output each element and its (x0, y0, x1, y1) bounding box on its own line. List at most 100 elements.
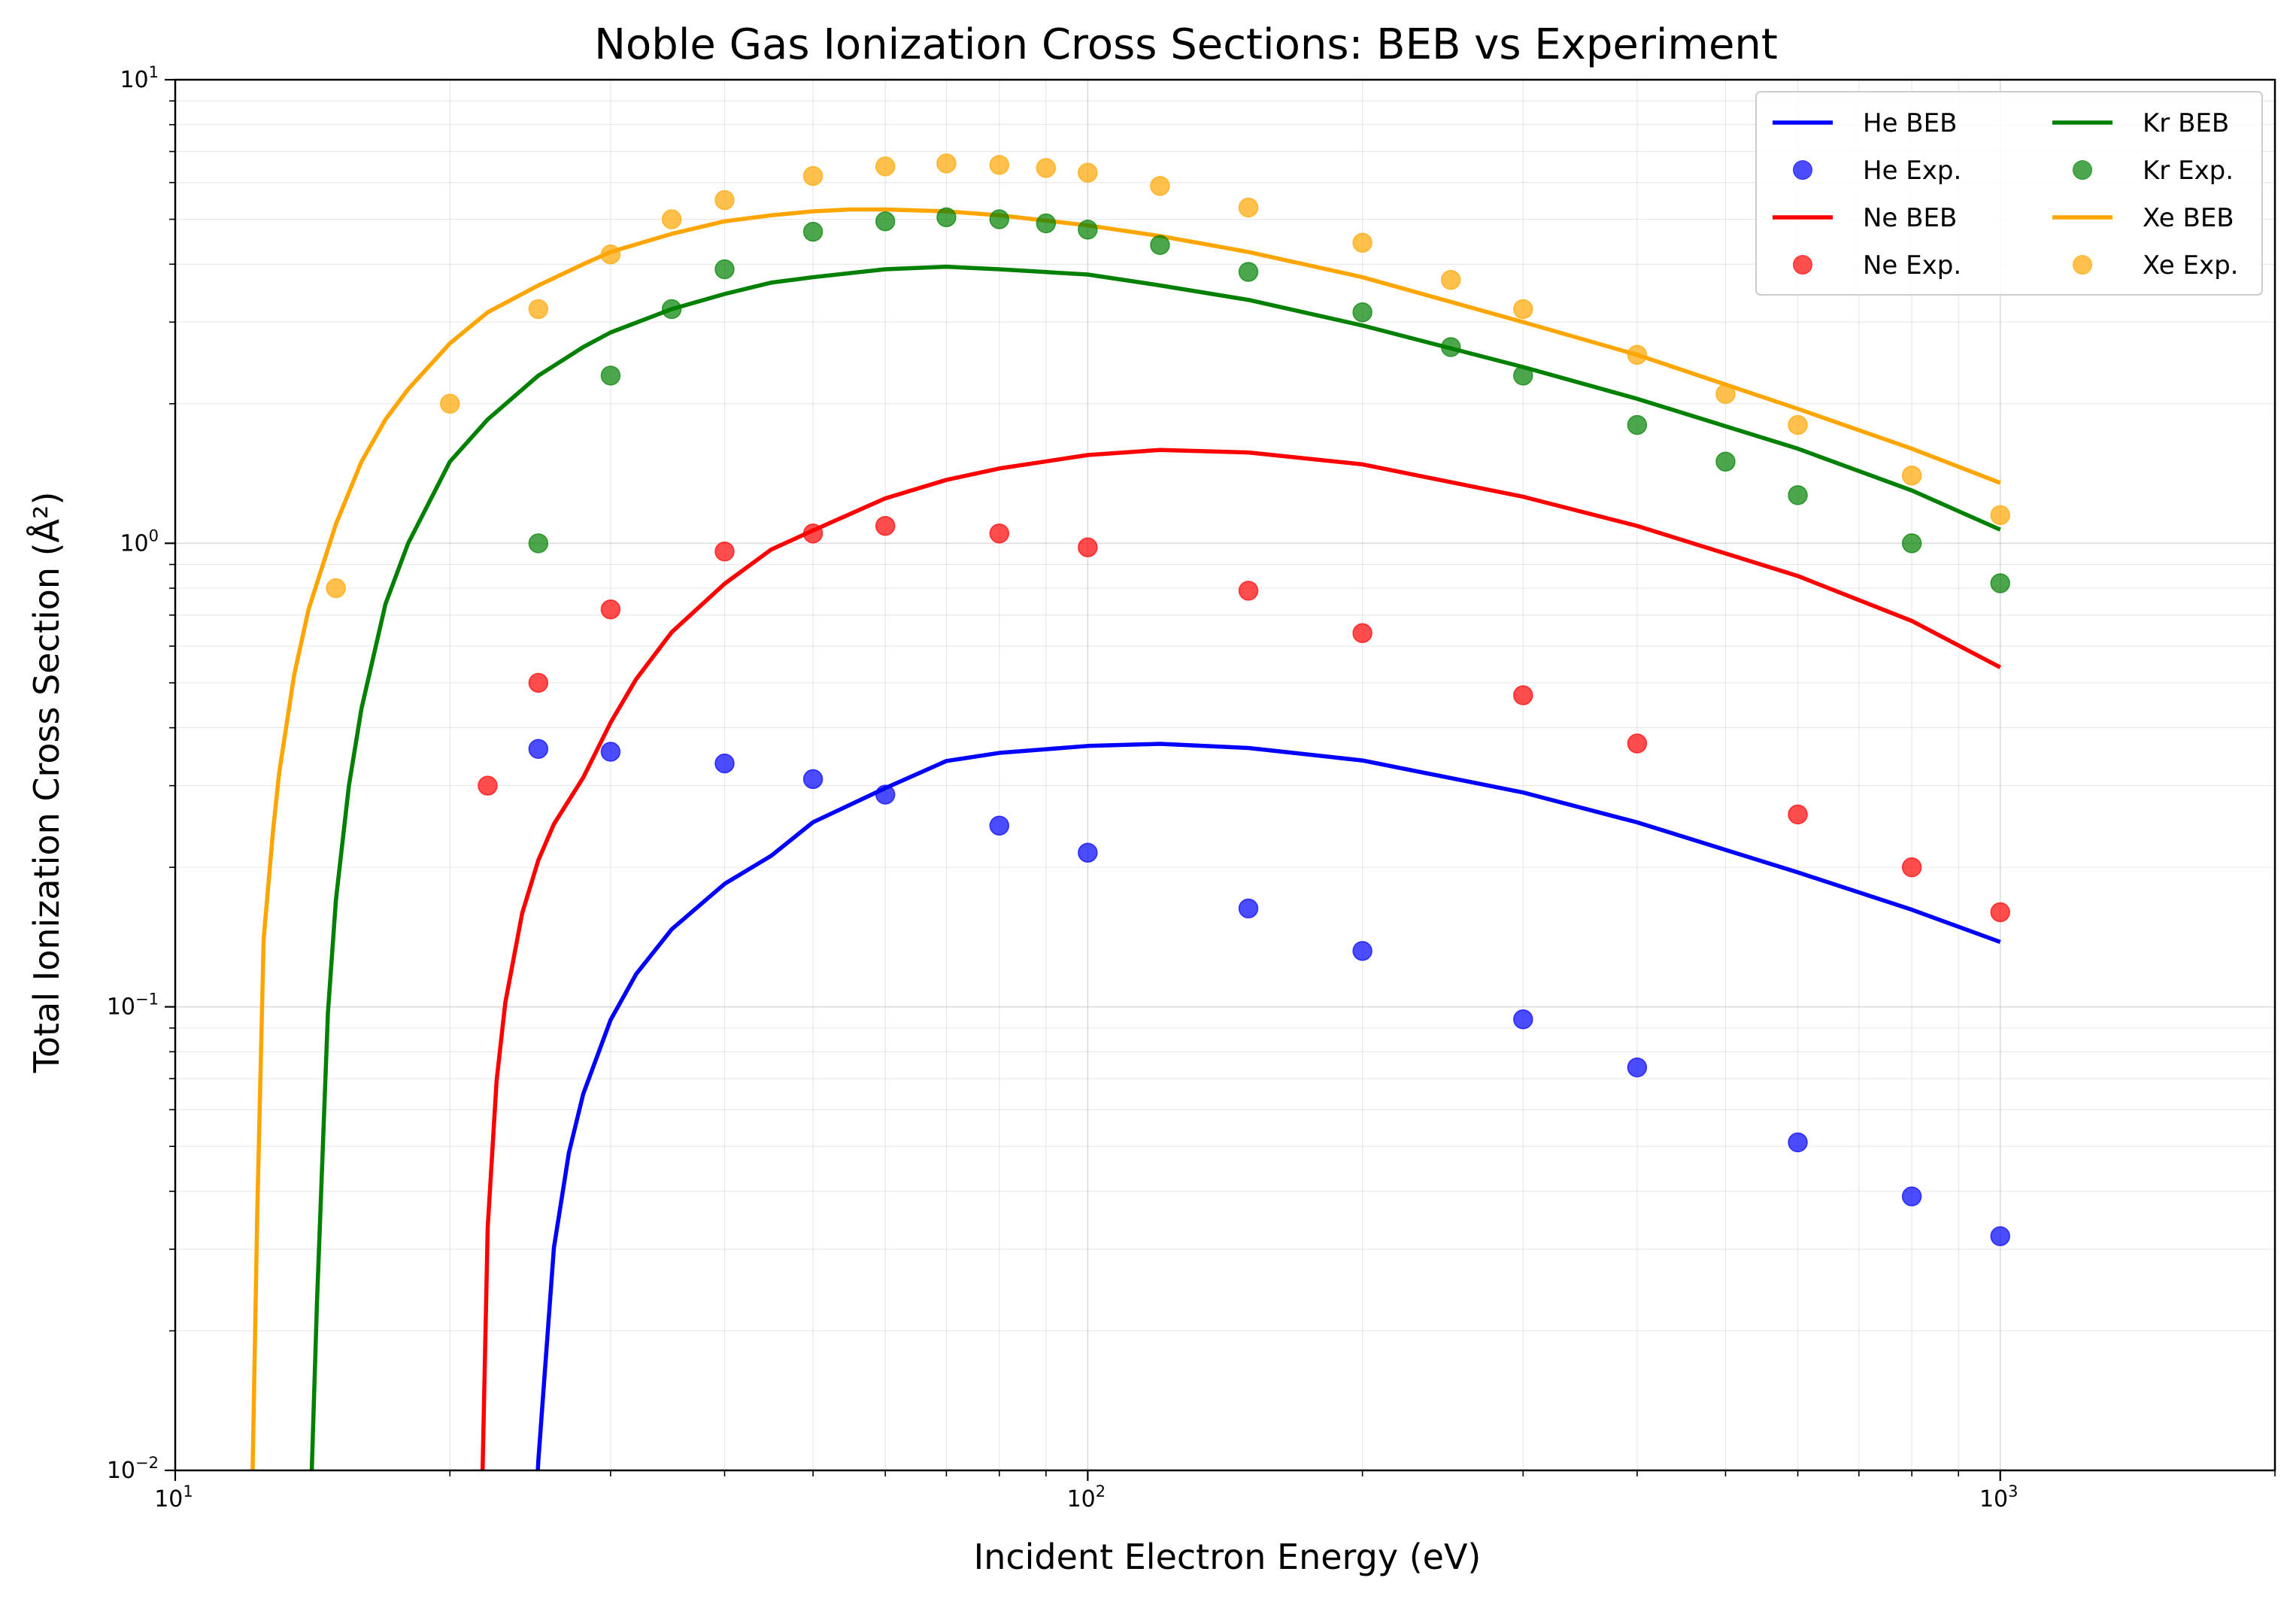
data-point-he-exp- (875, 784, 896, 805)
data-point-xe-exp- (600, 244, 621, 265)
legend-marker-xe-exp- (2073, 255, 2092, 275)
data-point-he-exp- (1627, 1057, 1648, 1078)
legend-box (1755, 91, 2263, 296)
legend: He BEB He Exp. Ne BEB Ne Exp. Kr BEB Kr Exp. X… (1755, 91, 2263, 296)
data-point-kr-exp- (1150, 235, 1170, 256)
data-point-ne-exp- (1627, 733, 1648, 754)
y-axis-title: Total Ionization Cross Section (Å²) (26, 492, 67, 1074)
data-point-xe-exp- (1990, 505, 2010, 526)
data-point-ne-exp- (875, 516, 896, 536)
data-point-xe-exp- (528, 299, 549, 320)
legend-label-he-exp-: He Exp. (1863, 156, 1961, 186)
legend-marker-kr-exp- (2073, 160, 2092, 180)
data-point-xe-exp- (936, 153, 957, 174)
data-point-kr-exp- (1788, 485, 1808, 505)
legend-label-ne-beb: Ne BEB (1863, 203, 1957, 233)
series-line-ne-beb (480, 448, 2002, 1470)
data-point-ne-exp- (1513, 685, 1533, 705)
data-point-xe-exp- (1238, 197, 1259, 218)
data-point-ne-exp- (1352, 623, 1372, 644)
data-point-he-exp- (1788, 1132, 1808, 1153)
data-point-he-exp- (1901, 1186, 1922, 1206)
plot-background (175, 80, 2275, 1470)
data-point-ne-exp- (1990, 902, 2010, 923)
data-point-xe-exp- (1036, 158, 1057, 178)
data-point-ne-exp- (1901, 857, 1922, 878)
plot-area (174, 78, 2276, 1472)
data-point-ne-exp- (714, 542, 735, 562)
grid-lines (174, 79, 2276, 1471)
legend-label-kr-exp-: Kr Exp. (2143, 156, 2234, 186)
y-tick-label: 101 (120, 63, 159, 93)
x-axis-title: Incident Electron Energy (eV) (974, 1537, 1482, 1577)
x-tick-label: 102 (1067, 1482, 1106, 1512)
y-tick-label: 10−1 (107, 991, 159, 1021)
data-point-kr-exp- (1715, 451, 1736, 472)
series-line-kr-beb (309, 264, 2001, 1470)
y-axis: 10−2 10−1 100 101 (107, 63, 175, 1484)
legend-label-xe-exp-: Xe Exp. (2143, 250, 2238, 281)
data-point-he-exp- (1352, 941, 1372, 961)
data-point-xe-exp- (1627, 344, 1648, 366)
data-point-kr-exp- (1036, 213, 1057, 234)
legend-label-he-beb: He BEB (1863, 108, 1957, 138)
data-point-xe-exp- (661, 209, 682, 229)
data-point-ne-exp- (1788, 804, 1808, 825)
data-point-kr-exp- (875, 211, 896, 232)
data-point-kr-exp- (1901, 533, 1922, 554)
data-point-xe-exp- (1352, 232, 1372, 253)
data-point-xe-exp- (1788, 414, 1808, 435)
data-point-kr-exp- (528, 533, 549, 554)
data-point-xe-exp- (440, 393, 460, 414)
legend-marker-ne-exp- (1793, 255, 1812, 275)
data-point-xe-exp- (802, 165, 823, 187)
data-point-kr-exp- (661, 299, 682, 320)
data-point-kr-exp- (714, 259, 735, 280)
data-point-ne-exp- (802, 523, 823, 544)
data-point-kr-exp- (1627, 414, 1648, 435)
chart-title: Noble Gas Ionization Cross Sections: BEB… (594, 20, 1778, 69)
data-point-ne-exp- (528, 672, 549, 693)
data-point-he-exp- (989, 815, 1010, 836)
data-point-kr-exp- (936, 207, 957, 228)
data-point-xe-exp- (326, 578, 346, 599)
experiment-markers (326, 153, 2010, 1246)
legend-label-xe-beb: Xe BEB (2143, 203, 2234, 233)
x-tick-label: 103 (1979, 1482, 2018, 1512)
data-point-he-exp- (600, 742, 621, 762)
x-tick-label: 101 (154, 1482, 193, 1512)
legend-marker-he-exp- (1793, 160, 1812, 180)
legend-label-ne-exp-: Ne Exp. (1863, 250, 1961, 281)
legend-label-kr-beb: Kr BEB (2143, 108, 2229, 138)
series-line-xe-beb (250, 207, 2001, 1470)
data-point-xe-exp- (875, 156, 896, 177)
data-point-xe-exp- (1513, 299, 1533, 320)
data-point-ne-exp- (600, 599, 621, 620)
data-point-he-exp- (528, 739, 549, 760)
data-point-ne-exp- (478, 775, 498, 796)
y-tick-label: 10−2 (107, 1454, 159, 1484)
data-point-kr-exp- (1440, 337, 1461, 357)
data-point-kr-exp- (1513, 366, 1533, 386)
data-point-xe-exp- (1715, 384, 1736, 404)
data-point-xe-exp- (714, 190, 735, 211)
data-point-xe-exp- (989, 155, 1010, 175)
data-point-he-exp- (1513, 1009, 1533, 1030)
data-point-xe-exp- (1901, 466, 1922, 486)
data-point-ne-exp- (1078, 537, 1098, 557)
data-point-he-exp- (714, 753, 735, 774)
data-point-xe-exp- (1150, 175, 1170, 196)
y-tick-label: 100 (120, 526, 159, 557)
data-point-xe-exp- (1440, 269, 1461, 290)
data-point-he-exp- (1078, 842, 1098, 863)
data-point-xe-exp- (1078, 162, 1098, 183)
x-axis: 101 102 103 (154, 1470, 2276, 1512)
data-point-kr-exp- (1078, 220, 1098, 240)
data-point-kr-exp- (989, 209, 1010, 229)
data-point-kr-exp- (600, 366, 621, 386)
data-point-ne-exp- (1238, 581, 1259, 601)
data-point-he-exp- (802, 769, 823, 790)
plot-frame (174, 78, 2276, 1472)
data-point-kr-exp- (1238, 262, 1259, 282)
data-point-kr-exp- (1352, 302, 1372, 323)
